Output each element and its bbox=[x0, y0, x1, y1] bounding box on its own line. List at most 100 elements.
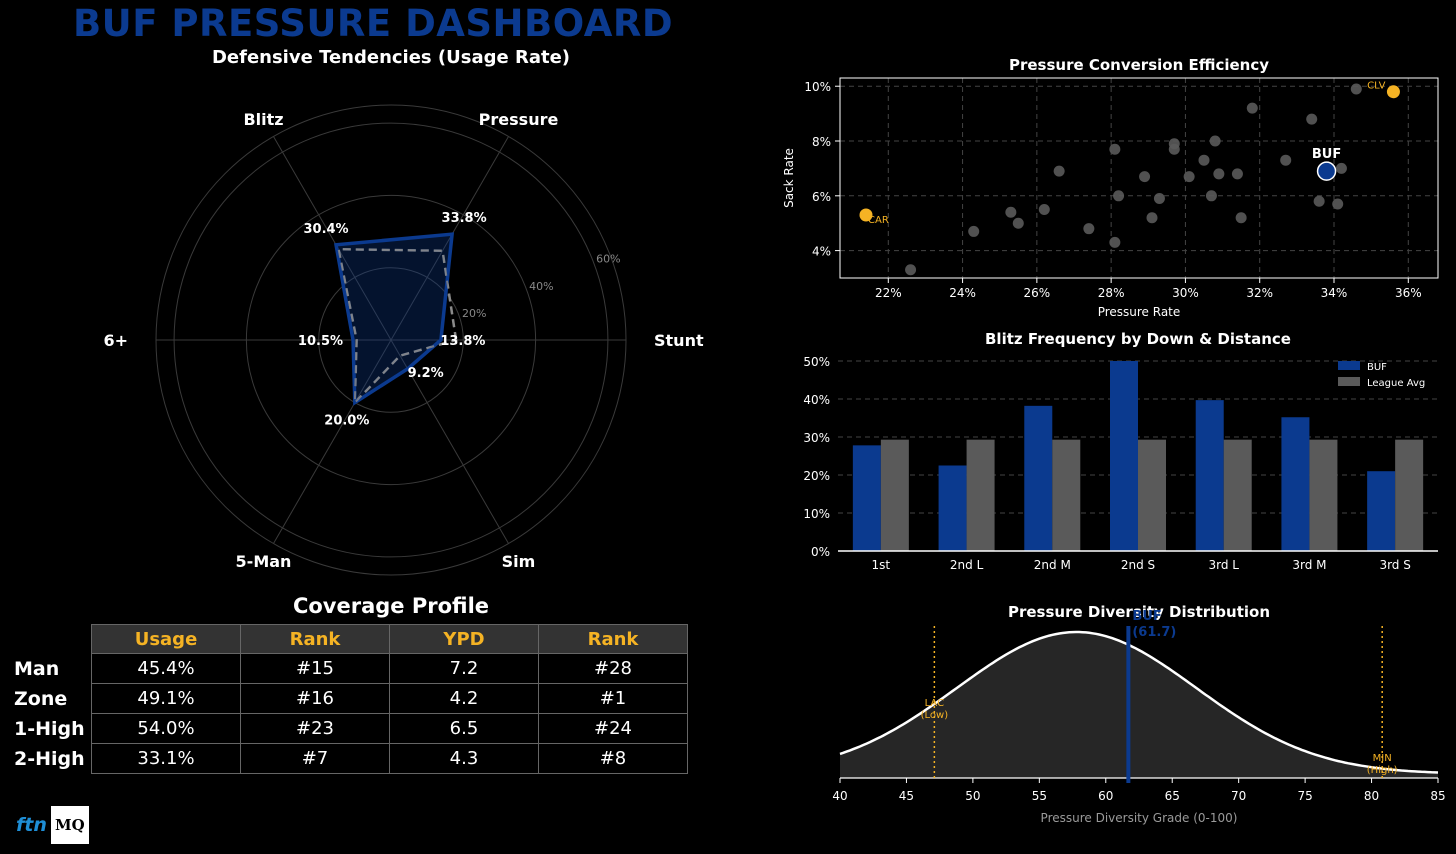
bar-category-label: 2nd L bbox=[950, 558, 984, 572]
scatter-xtick-label: 34% bbox=[1321, 286, 1348, 300]
dist-xtick-label: 45 bbox=[899, 789, 914, 803]
table-cell: 6.5 bbox=[389, 713, 539, 744]
table-cell: 49.1% bbox=[91, 683, 241, 714]
coverage-table: Usage Rank YPD Rank Man 45.4% #15 7.2 #2… bbox=[14, 624, 688, 774]
table-cell: 7.2 bbox=[389, 653, 539, 684]
scatter-point bbox=[1109, 143, 1121, 155]
radar-value-label: 13.8% bbox=[440, 334, 485, 349]
table-cell: 33.1% bbox=[91, 743, 241, 774]
radar-league-polygon-overlay bbox=[337, 248, 458, 406]
table-cell: #28 bbox=[538, 653, 688, 684]
scatter-buf-label: BUF bbox=[1312, 147, 1341, 162]
scatter-xtick-label: 32% bbox=[1246, 286, 1273, 300]
radar-subtitle: Defensive Tendencies (Usage Rate) bbox=[211, 47, 571, 68]
scatter-point bbox=[968, 225, 980, 237]
bar-ytick-label: 20% bbox=[803, 469, 830, 483]
scatter-point bbox=[1012, 217, 1024, 229]
scatter-point bbox=[1146, 212, 1158, 224]
radar-ring-label: 40% bbox=[529, 280, 553, 293]
radar-spoke bbox=[390, 339, 509, 544]
ftn-logo: ftn bbox=[16, 814, 47, 836]
dist-low-sub: (Low) bbox=[921, 710, 949, 721]
table-row: Zone 49.1% #16 4.2 #1 bbox=[14, 683, 688, 714]
radar-axis-label: Blitz bbox=[243, 110, 283, 129]
dist-xtick-label: 80 bbox=[1364, 789, 1379, 803]
radar-axis-label: Sim bbox=[502, 552, 536, 571]
coverage-header-row: Usage Rank YPD Rank bbox=[14, 624, 688, 654]
scatter-point bbox=[1231, 168, 1243, 180]
dist-xtick-label: 85 bbox=[1430, 789, 1445, 803]
coverage-col-rank: Rank bbox=[240, 624, 390, 654]
bar-legend-swatch-league bbox=[1338, 377, 1360, 386]
scatter-buf-point bbox=[1316, 161, 1337, 181]
bar-ytick-label: 40% bbox=[803, 393, 830, 407]
table-cell: #16 bbox=[240, 683, 390, 714]
scatter-point bbox=[1113, 190, 1125, 202]
table-row: 1-High 54.0% #23 6.5 #24 bbox=[14, 713, 688, 744]
scatter-point bbox=[1183, 171, 1195, 183]
table-cell: 4.2 bbox=[389, 683, 539, 714]
scatter-point bbox=[1053, 165, 1065, 177]
table-row: Man 45.4% #15 7.2 #28 bbox=[14, 653, 688, 684]
dist-xtick-label: 60 bbox=[1098, 789, 1113, 803]
scatter-highlight-label: CLV bbox=[1367, 81, 1385, 92]
coverage-col-ypd: YPD bbox=[389, 624, 539, 654]
scatter-xtick-label: 28% bbox=[1098, 286, 1125, 300]
table-row: 2-High 33.1% #7 4.3 #8 bbox=[14, 743, 688, 774]
radar-axis-label: Stunt bbox=[654, 331, 704, 350]
dist-xtick-label: 55 bbox=[1032, 789, 1047, 803]
scatter-point bbox=[1235, 212, 1247, 224]
scatter-point bbox=[1168, 138, 1180, 150]
bar-ytick-label: 10% bbox=[803, 507, 830, 521]
bar-buf bbox=[1195, 400, 1224, 551]
row-label: 1-High bbox=[14, 717, 85, 740]
scatter-point bbox=[905, 264, 917, 276]
radar-value-label: 20.0% bbox=[324, 414, 369, 429]
scatter-point bbox=[1332, 198, 1344, 210]
scatter-xtick-label: 26% bbox=[1024, 286, 1051, 300]
scatter-highlight-point bbox=[859, 208, 873, 222]
scatter-point bbox=[1213, 168, 1225, 180]
scatter-title: Pressure Conversion Efficiency bbox=[1009, 56, 1269, 74]
bar-buf bbox=[852, 445, 881, 551]
radar-value-label: 33.8% bbox=[442, 211, 487, 226]
scatter-highlight-label: CAR bbox=[868, 215, 889, 226]
coverage-corner bbox=[14, 625, 92, 654]
table-cell: #1 bbox=[538, 683, 688, 714]
radar-value-label: 30.4% bbox=[303, 222, 348, 237]
bar-league bbox=[966, 439, 995, 551]
dashboard-title: BUF PRESSURE DASHBOARD bbox=[72, 2, 674, 45]
bar-legend-label: League Avg bbox=[1367, 378, 1425, 389]
row-label: Man bbox=[14, 657, 60, 680]
bar-category-label: 3rd L bbox=[1208, 558, 1239, 572]
bar-category-label: 3rd M bbox=[1292, 558, 1326, 572]
scatter-point bbox=[1280, 154, 1292, 166]
row-label: Zone bbox=[14, 687, 68, 710]
table-cell: #7 bbox=[240, 743, 390, 774]
scatter-ytick-label: 8% bbox=[812, 135, 831, 149]
bar-league bbox=[1223, 439, 1252, 551]
bar-buf bbox=[938, 465, 967, 551]
bar-ytick-label: 50% bbox=[803, 355, 830, 369]
table-cell: #24 bbox=[538, 713, 688, 744]
radar-axis-label: 5-Man bbox=[236, 552, 292, 571]
scatter-point bbox=[1209, 135, 1221, 147]
dist-xtick-label: 75 bbox=[1297, 789, 1312, 803]
bar-league bbox=[880, 439, 909, 551]
dist-xlabel: Pressure Diversity Grade (0-100) bbox=[1041, 811, 1238, 825]
bar-buf bbox=[1024, 405, 1053, 551]
bar-legend-swatch-buf bbox=[1338, 361, 1360, 370]
radar-value-label: 10.5% bbox=[298, 334, 343, 349]
scatter-point bbox=[1139, 171, 1151, 183]
dist-xtick-label: 70 bbox=[1231, 789, 1246, 803]
scatter-ylabel: Sack Rate bbox=[782, 148, 796, 208]
scatter-point bbox=[1313, 195, 1325, 207]
scatter-point bbox=[1109, 236, 1121, 248]
coverage-title: Coverage Profile bbox=[292, 594, 490, 618]
radar-axis-label: Pressure bbox=[479, 110, 559, 129]
table-cell: #8 bbox=[538, 743, 688, 774]
dist-xtick-label: 50 bbox=[965, 789, 980, 803]
dist-title: Pressure Diversity Distribution bbox=[1008, 603, 1270, 621]
bar-buf bbox=[1110, 361, 1138, 551]
scatter-xtick-label: 24% bbox=[949, 286, 976, 300]
